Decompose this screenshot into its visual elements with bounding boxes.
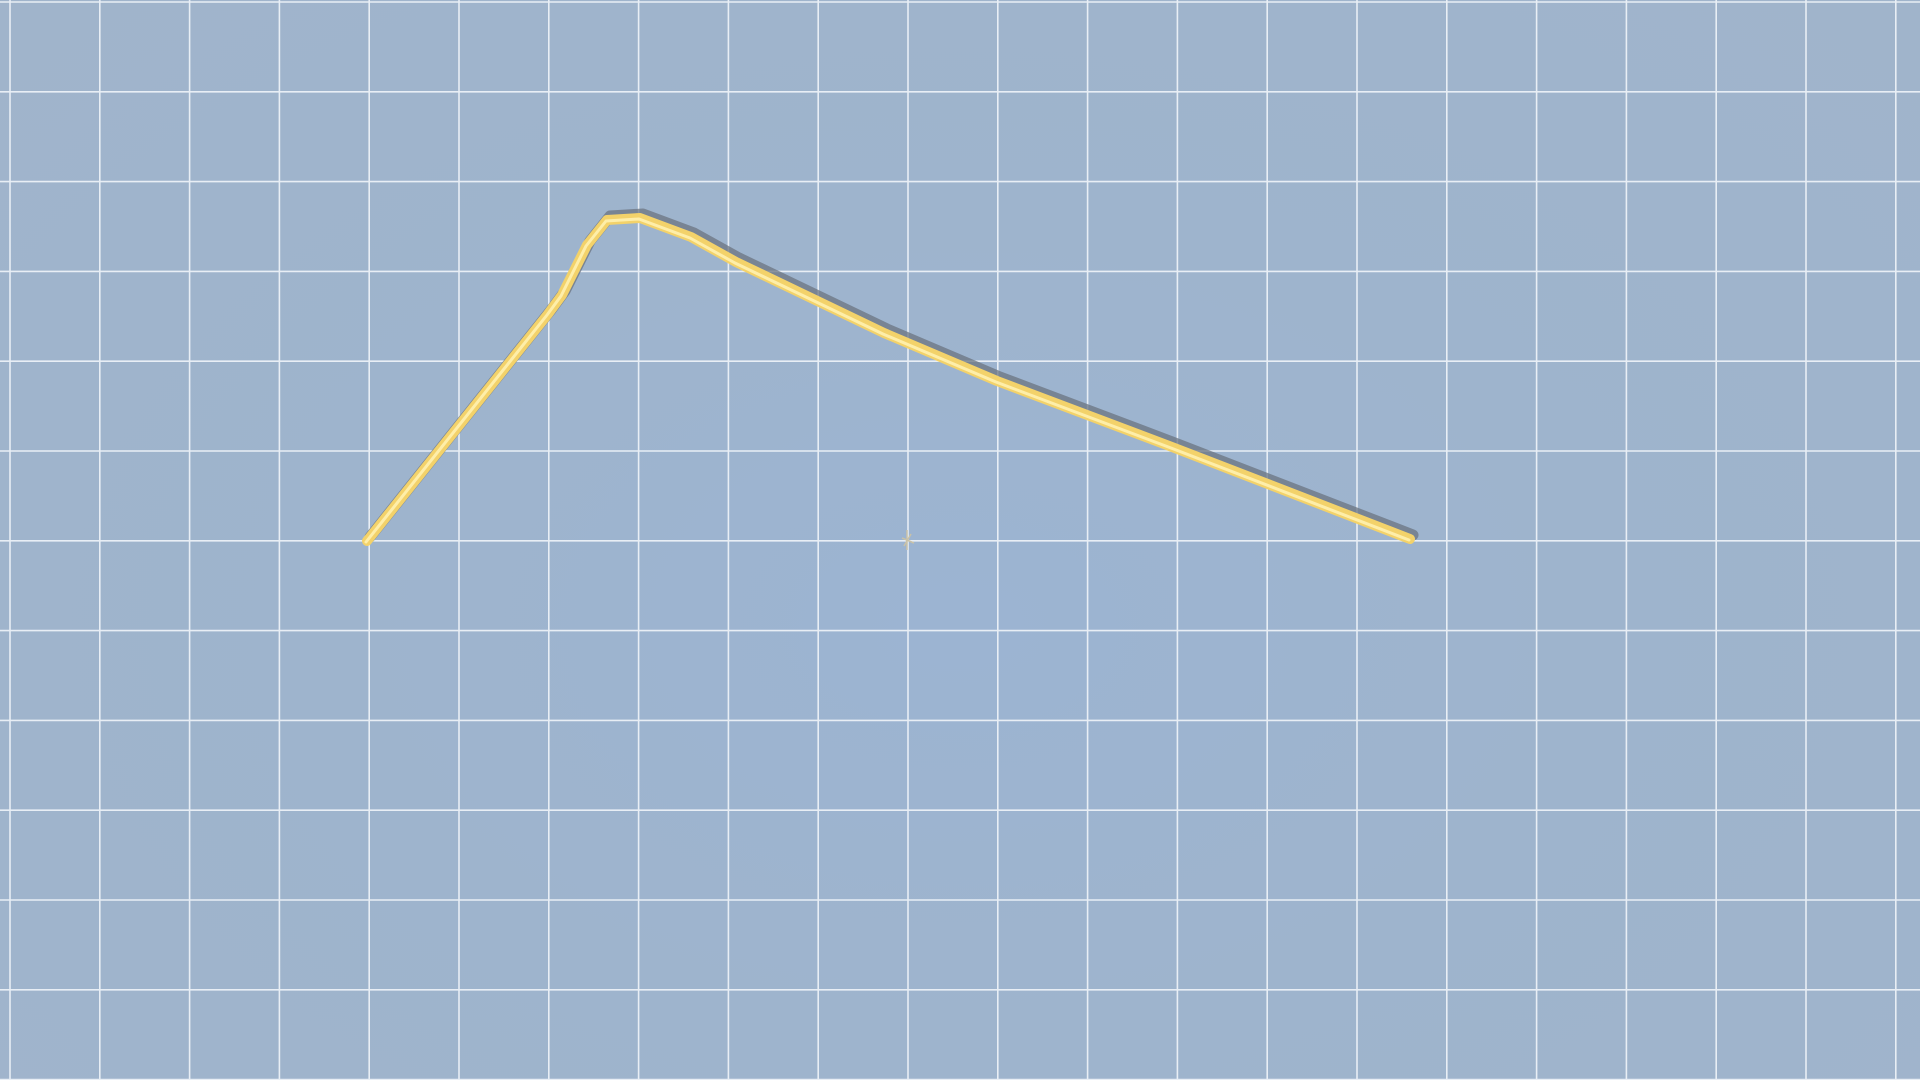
crosshair-icon xyxy=(901,530,915,550)
tube-shadow xyxy=(364,208,1419,543)
tube-body[interactable] xyxy=(362,213,1415,546)
tube-path[interactable] xyxy=(362,208,1419,546)
crosshair-stroke xyxy=(903,533,912,547)
tube-highlight xyxy=(364,217,1411,544)
